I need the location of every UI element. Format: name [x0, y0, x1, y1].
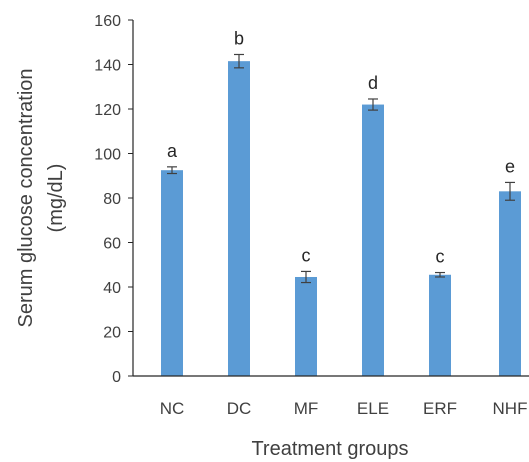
y-tick-label: 140	[94, 58, 121, 75]
bar-dc	[228, 61, 250, 376]
bar-nc	[161, 170, 183, 376]
y-axis-title-line1: Serum glucose concentration	[15, 68, 37, 327]
bar-nhf	[499, 191, 521, 376]
x-tick-label-erf: ERF	[423, 399, 457, 418]
y-tick-label: 160	[94, 13, 121, 30]
y-tick-label: 100	[94, 147, 121, 164]
bar-ele	[362, 104, 384, 377]
y-axis-ticks: 0 20 40 60 80 100 120 140 160	[94, 13, 133, 386]
bar-mf	[295, 276, 317, 376]
bar-erf	[429, 274, 451, 376]
y-tick-label: 40	[103, 280, 121, 297]
significance-label-nhf: e	[505, 156, 515, 176]
error-bar-nc	[167, 166, 177, 175]
y-tick-label: 120	[94, 102, 121, 119]
x-tick-label-nhf: NHF	[493, 399, 528, 418]
error-bars	[167, 53, 515, 284]
x-axis-tick-labels: NC DC MF ELE ERF NHF	[160, 399, 528, 418]
significance-labels: a b c d c e	[167, 28, 515, 266]
significance-label-erf: c	[436, 247, 445, 267]
error-bar-erf	[435, 271, 445, 278]
bars	[161, 61, 521, 377]
y-axis-title-line2: (mg/dL)	[45, 164, 67, 233]
error-bar-ele	[368, 98, 378, 111]
x-tick-label-dc: DC	[227, 399, 252, 418]
error-bar-nhf	[505, 181, 515, 201]
error-bar-dc	[234, 53, 244, 69]
y-tick-label: 80	[103, 191, 121, 208]
error-bar-mf	[301, 270, 311, 284]
y-tick-label: 20	[103, 325, 121, 342]
x-tick-label-ele: ELE	[357, 399, 389, 418]
x-tick-label-nc: NC	[160, 399, 185, 418]
significance-label-ele: d	[368, 73, 378, 93]
y-tick-label: 60	[103, 236, 121, 253]
significance-label-nc: a	[167, 141, 178, 161]
x-tick-label-mf: MF	[294, 399, 319, 418]
x-axis-title: Treatment groups	[251, 438, 408, 460]
significance-label-mf: c	[302, 245, 311, 265]
significance-label-dc: b	[234, 28, 244, 48]
y-tick-label: 0	[112, 369, 121, 386]
